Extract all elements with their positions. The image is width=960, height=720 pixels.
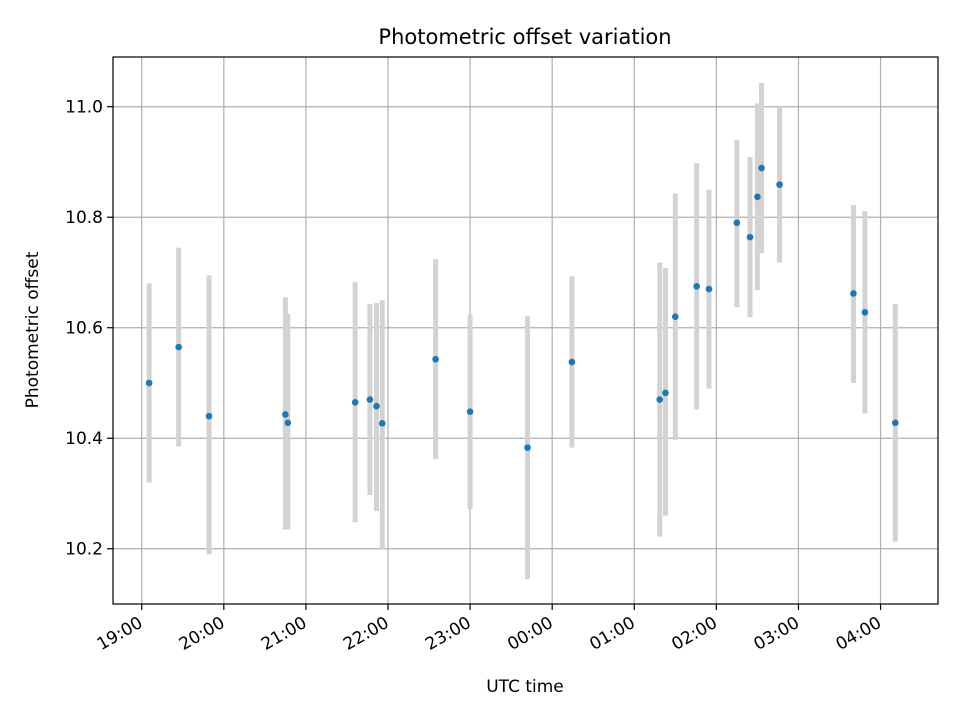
data-point bbox=[662, 389, 669, 397]
y-tick-label: 10.6 bbox=[65, 319, 103, 339]
data-point bbox=[378, 420, 386, 427]
data-point bbox=[351, 399, 359, 406]
data-point bbox=[432, 355, 439, 363]
data-point bbox=[776, 181, 783, 188]
data-point bbox=[282, 411, 289, 418]
data-point bbox=[693, 282, 700, 290]
data-point bbox=[892, 419, 899, 427]
data-point bbox=[205, 412, 213, 420]
data-point bbox=[861, 308, 869, 316]
x-axis-title: UTC time bbox=[486, 677, 564, 697]
y-tick-label: 10.4 bbox=[65, 429, 103, 449]
marker-layer bbox=[145, 164, 899, 451]
data-point bbox=[373, 402, 380, 410]
chart-title: Photometric offset variation bbox=[378, 25, 671, 49]
data-point bbox=[366, 396, 374, 403]
data-point bbox=[524, 444, 531, 451]
data-point bbox=[568, 358, 576, 366]
y-tick-label: 10.8 bbox=[65, 208, 103, 228]
data-point bbox=[656, 396, 664, 403]
y-tick-label: 11.0 bbox=[65, 98, 103, 118]
data-point bbox=[145, 379, 153, 387]
data-point bbox=[850, 290, 857, 297]
data-point bbox=[733, 219, 741, 227]
data-point bbox=[705, 285, 713, 293]
y-tick-label: 10.2 bbox=[65, 540, 103, 560]
data-point bbox=[284, 419, 292, 427]
plot-frame bbox=[112, 56, 939, 605]
y-axis-title: Photometric offset bbox=[23, 251, 43, 408]
data-point bbox=[754, 193, 761, 201]
data-point bbox=[175, 343, 182, 351]
data-point bbox=[758, 164, 765, 172]
data-point bbox=[466, 408, 474, 416]
data-point bbox=[672, 313, 679, 320]
data-point bbox=[746, 233, 754, 241]
